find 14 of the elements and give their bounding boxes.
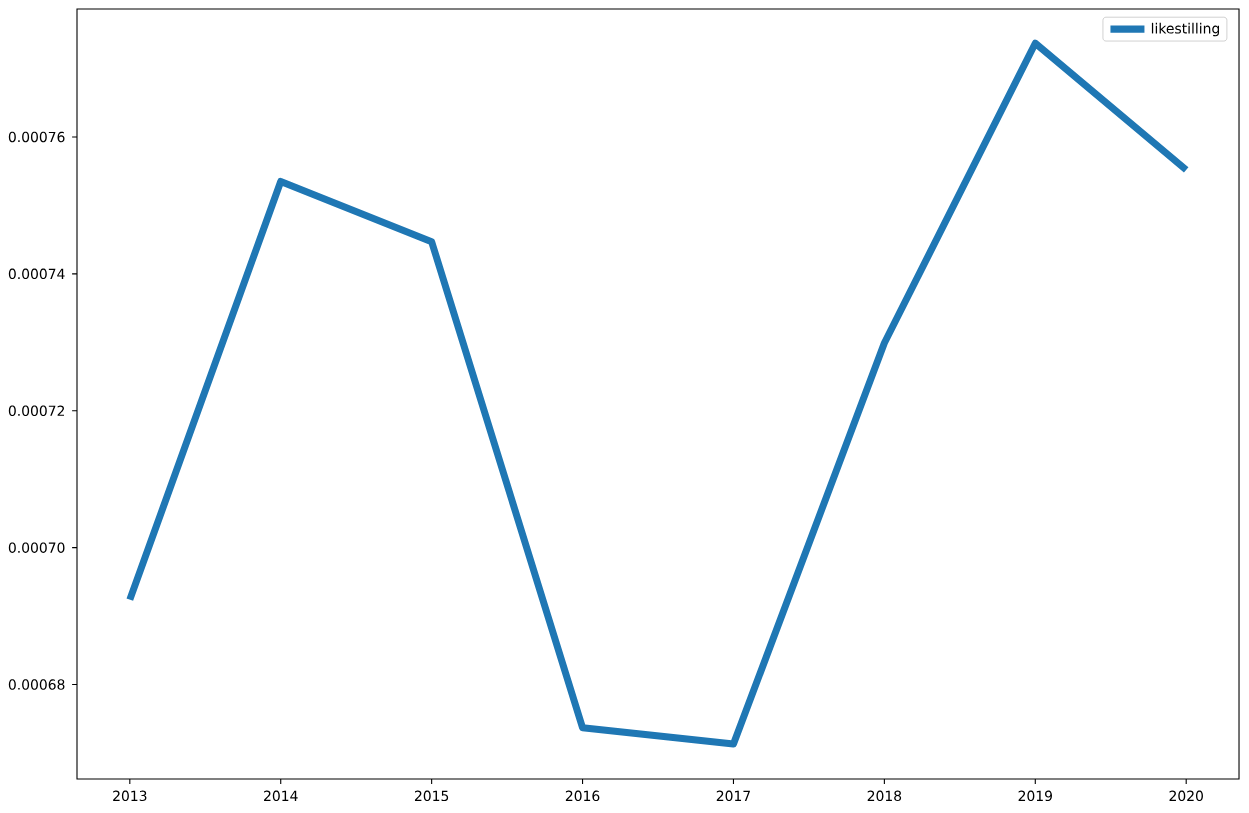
x-tick-label: 2018 <box>867 790 902 802</box>
y-tick-label: 0.00070 <box>8 542 65 553</box>
x-tick-label: 2019 <box>1018 790 1052 802</box>
x-tick-label: 2016 <box>565 790 600 802</box>
y-tick-label: 0.00072 <box>8 405 65 417</box>
x-tick-label: 2017 <box>716 790 750 802</box>
x-tick-label: 2020 <box>1169 790 1203 802</box>
x-tick-label: 2014 <box>264 790 298 802</box>
y-tick-label: 0.00074 <box>8 268 65 280</box>
y-tick-label: 0.00068 <box>8 679 65 690</box>
legend-label: likestilling <box>1151 22 1219 37</box>
y-tick-label: 0.00076 <box>8 131 65 143</box>
x-tick-label: 2015 <box>414 790 449 802</box>
x-tick-label: 2013 <box>113 790 147 802</box>
